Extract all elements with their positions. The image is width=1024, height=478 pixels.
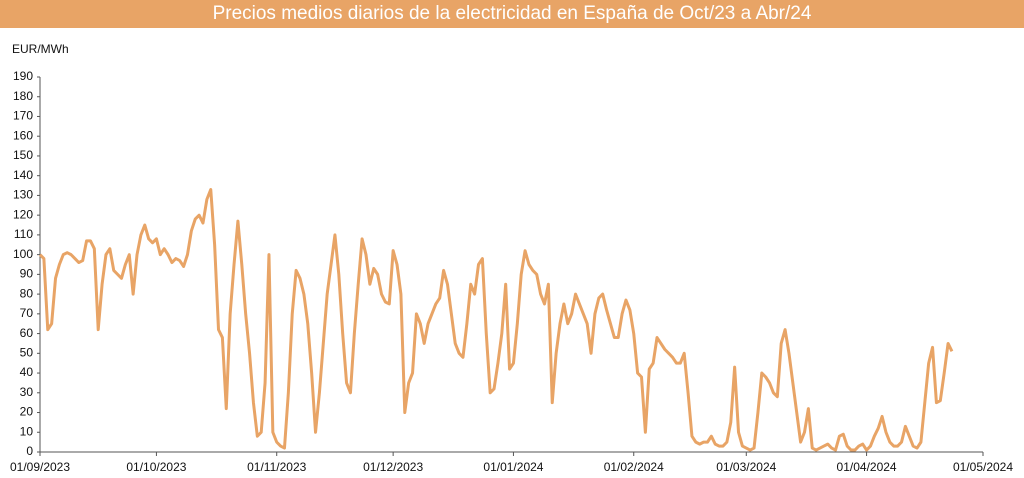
y-tick-label: 60 — [20, 326, 34, 340]
x-tick-label: 01/02/2024 — [604, 460, 664, 474]
y-tick-label: 160 — [13, 128, 33, 142]
x-tick-label: 01/12/2023 — [363, 460, 423, 474]
y-axis-label: EUR/MWh — [12, 42, 69, 56]
x-tick-label: 01/04/2024 — [837, 460, 897, 474]
x-tick-label: 01/05/2024 — [953, 460, 1013, 474]
y-tick-label: 80 — [20, 286, 34, 300]
x-tick-label: 01/10/2023 — [126, 460, 186, 474]
y-tick-label: 190 — [13, 69, 33, 83]
y-tick-label: 110 — [14, 227, 33, 241]
y-tick-label: 30 — [20, 385, 34, 399]
y-tick-label: 130 — [13, 188, 33, 202]
y-tick-label: 50 — [20, 345, 34, 359]
title-banner — [0, 0, 1024, 28]
x-tick-label: 01/11/2023 — [247, 460, 306, 474]
y-tick-label: 140 — [13, 168, 33, 182]
chart-title: Precios medios diarios de la electricida… — [213, 3, 812, 24]
y-tick-label: 100 — [13, 247, 33, 261]
x-tick-label: 01/03/2024 — [716, 460, 776, 474]
x-tick-label: 01/01/2024 — [483, 460, 543, 474]
price-line — [38, 188, 954, 452]
y-tick-label: 10 — [20, 424, 34, 438]
x-tick-label: 01/09/2023 — [10, 460, 70, 474]
y-tick-label: 120 — [13, 207, 33, 221]
y-tick-label: 90 — [20, 267, 34, 281]
y-tick-label: 0 — [26, 444, 33, 458]
y-tick-label: 70 — [20, 306, 34, 320]
y-tick-label: 170 — [13, 109, 33, 123]
y-tick-label: 40 — [20, 365, 34, 379]
y-tick-label: 150 — [13, 148, 33, 162]
y-tick-label: 180 — [13, 89, 33, 103]
y-tick-label: 20 — [20, 405, 34, 419]
